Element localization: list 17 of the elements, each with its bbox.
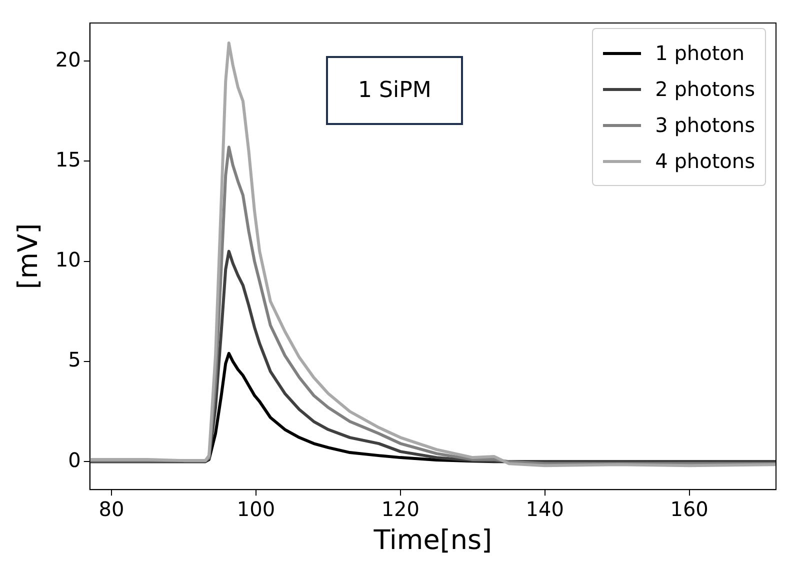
x-tick-label: 160 [670, 496, 708, 521]
y-tick-label: 20 [55, 47, 81, 72]
legend-label: 4 photons [655, 149, 755, 173]
y-tick-label: 5 [68, 348, 81, 372]
y-tick-label: 0 [68, 448, 81, 472]
x-tick-label: 120 [381, 496, 420, 521]
y-tick-label: 10 [55, 248, 81, 272]
x-tick-label: 100 [236, 496, 276, 521]
x-axis-title: Time[ns] [372, 524, 492, 556]
legend-label: 2 photons [655, 77, 755, 101]
legend-label: 1 photon [655, 41, 745, 65]
y-axis-title: [mV] [13, 223, 44, 290]
x-tick-label: 80 [98, 496, 124, 521]
y-tick-label: 15 [55, 147, 81, 172]
x-tick-label: 140 [526, 496, 564, 521]
legend-label: 3 photons [655, 113, 755, 137]
annotation: 1 SiPM [326, 56, 464, 125]
